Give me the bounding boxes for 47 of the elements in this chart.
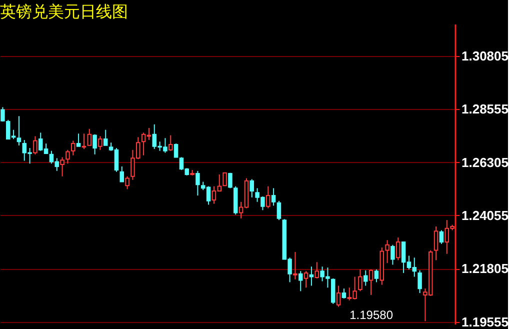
candlestick: [196, 170, 200, 196]
candlestick: [434, 226, 438, 261]
candlestick: [298, 270, 303, 292]
candlestick: [222, 172, 227, 186]
candlestick: [104, 129, 108, 146]
candlestick: [418, 270, 422, 294]
candlestick: [390, 244, 395, 266]
candlestick: [342, 288, 346, 299]
candlestick: [364, 270, 368, 286]
candlestick: [76, 133, 81, 147]
candlestick: [336, 285, 341, 308]
candlestick: [304, 270, 308, 288]
candlestick: [271, 188, 276, 206]
annotation: 1.19580: [350, 308, 394, 322]
candlestick: [33, 136, 38, 155]
candlestick: [314, 262, 319, 279]
candlestick: [293, 251, 298, 280]
candlestick: [174, 143, 178, 158]
candlestick: [92, 134, 97, 155]
candlestick: [396, 237, 400, 261]
candlestick: [331, 278, 336, 304]
y-tick-label: 1.19555: [462, 314, 508, 329]
candlestick: [125, 176, 130, 190]
candlestick: [276, 200, 282, 221]
candlestick: [168, 134, 173, 152]
candlestick: [120, 166, 124, 182]
y-tick-label: 1.30805: [462, 48, 508, 64]
y-tick-label: 1.26305: [462, 154, 508, 170]
candlestick: [368, 268, 374, 296]
candlestick: [374, 268, 379, 283]
candlestick: [250, 178, 254, 198]
candlestick: [439, 230, 444, 244]
candlestick: [66, 149, 70, 164]
candlestick: [87, 128, 92, 146]
candlestick: [228, 172, 232, 189]
candlestick: [358, 268, 362, 292]
y-tick-label: 1.21805: [462, 261, 508, 276]
candlestick: [309, 266, 314, 286]
candlestick: [60, 156, 64, 177]
candlestick: [71, 140, 76, 156]
candlestick: [266, 186, 270, 209]
y-tick-label: 1.28555: [462, 102, 508, 117]
candlestick: [82, 133, 86, 150]
y-tick-label: 1.24055: [462, 208, 508, 223]
chart-title: 英镑兑美元日线图: [0, 3, 128, 21]
candlestick: [98, 136, 102, 150]
candlestick: [16, 116, 22, 146]
